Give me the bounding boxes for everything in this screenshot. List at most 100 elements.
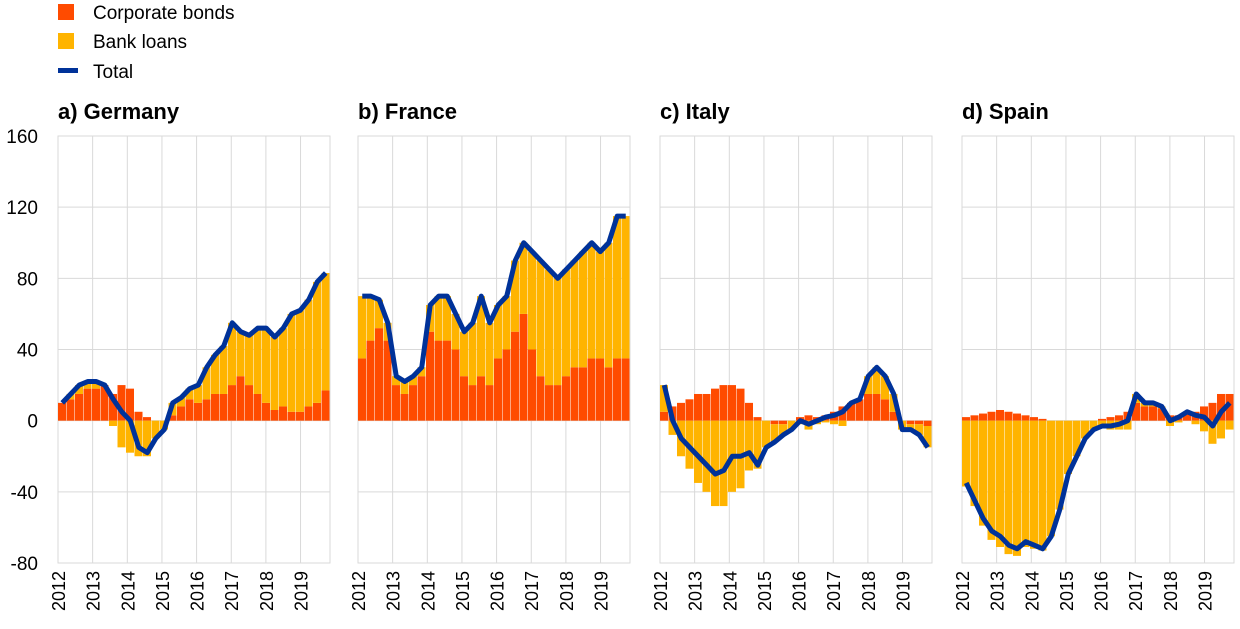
loan-bar: [211, 354, 219, 394]
bond-bar: [75, 393, 83, 421]
bond-bar: [1140, 406, 1149, 421]
loan-bar: [872, 367, 881, 394]
loan-bar: [962, 420, 970, 487]
y-tick-label: 80: [17, 269, 38, 290]
bond-bar: [434, 340, 443, 421]
loan-bar: [745, 420, 753, 471]
y-tick-label: 0: [27, 412, 38, 433]
bond-bar: [906, 420, 915, 425]
loan-bar: [434, 296, 443, 341]
loan-bar: [417, 367, 426, 377]
total-line: [362, 213, 626, 385]
bond-bar: [872, 393, 881, 421]
loan-bar: [1217, 420, 1225, 439]
bond-bar: [211, 393, 219, 421]
bond-bar: [58, 402, 66, 421]
loan-bar: [1021, 420, 1030, 547]
panel-title: a) Germany: [58, 99, 180, 124]
bond-bar: [1013, 413, 1021, 421]
bond-bar: [1157, 408, 1166, 421]
panel-title: d) Spain: [962, 99, 1049, 124]
loan-bar: [821, 420, 830, 423]
panel-0: a) Germany 2012 2013 2014 2015 2016 2017 2018 20…: [49, 99, 331, 611]
bond-bar: [304, 406, 313, 421]
bond-bar: [117, 385, 126, 421]
y-axis: 160 120 80 40 0 -40 -80: [6, 127, 38, 575]
bond-bar: [1208, 402, 1217, 421]
loan-bar: [451, 313, 460, 350]
loan-bar: [1004, 420, 1013, 555]
bond-bar: [536, 376, 545, 421]
x-tick-label: 2013: [686, 571, 706, 611]
bond-bar: [1115, 415, 1123, 421]
x-tick-label: 2016: [1092, 571, 1112, 611]
bond-bar: [1149, 406, 1157, 421]
bond-bar: [613, 358, 621, 421]
loan-bar: [1047, 420, 1055, 537]
bond-bar: [279, 406, 287, 421]
bond-bar: [426, 331, 434, 421]
loan-bar: [1064, 420, 1072, 475]
loan-bar: [604, 242, 613, 368]
panel-1: b) France 2012 2013 2014 2015 2016 2017 2018 201…: [349, 99, 631, 611]
loan-bar: [702, 420, 711, 492]
bond-bar: [677, 402, 685, 421]
bond-bar: [392, 385, 400, 421]
loan-bar: [770, 424, 779, 443]
legend-swatch-loans: [58, 33, 74, 49]
bond-bar: [519, 313, 528, 421]
bond-bar: [100, 385, 109, 421]
bond-bar: [134, 411, 143, 421]
x-tick-label: 2015: [755, 571, 775, 611]
bond-bar: [528, 349, 536, 421]
loan-bar: [996, 420, 1004, 547]
bond-bar: [236, 376, 245, 421]
x-tick-label: 2019: [894, 571, 914, 611]
loan-bar: [1081, 420, 1089, 439]
loan-bar: [443, 296, 451, 341]
loan-bar: [779, 424, 787, 435]
loan-bar: [151, 420, 160, 439]
loan-bar: [1123, 420, 1132, 430]
bond-bar: [1225, 393, 1234, 421]
loan-bar: [296, 310, 304, 412]
bond-bar: [375, 328, 383, 421]
bond-bar: [502, 349, 511, 421]
bond-bar: [313, 402, 321, 421]
loan-bar: [579, 251, 587, 368]
loan-bar: [1225, 420, 1234, 430]
x-tick-label: 2019: [1196, 571, 1216, 611]
loan-bar: [1072, 420, 1081, 457]
bond-bar: [468, 385, 477, 421]
bond-bar: [358, 358, 366, 421]
bond-bar: [889, 411, 898, 421]
bond-bar: [996, 409, 1004, 421]
loan-bar: [392, 376, 400, 386]
loan-bar: [1089, 420, 1098, 430]
loan-bar: [613, 216, 621, 359]
bond-bar: [194, 402, 202, 421]
loan-bar: [979, 420, 987, 526]
bond-bar: [915, 420, 923, 425]
x-tick-label: 2012: [953, 571, 973, 611]
bond-bar: [494, 358, 502, 421]
bond-bar: [685, 399, 694, 421]
bond-bar: [553, 385, 562, 421]
bond-bar: [1021, 415, 1030, 421]
bond-bar: [694, 393, 702, 421]
loan-bar: [400, 381, 409, 394]
bond-bar: [511, 331, 519, 421]
bond-bar: [587, 358, 596, 421]
bond-bar: [728, 385, 736, 421]
bond-bar: [477, 376, 485, 421]
bond-bar: [168, 415, 177, 421]
loan-bar: [511, 260, 519, 332]
x-tick-label: 2015: [453, 571, 473, 611]
y-tick-label: 160: [6, 127, 38, 148]
bond-bar: [185, 399, 194, 421]
loan-bar: [245, 335, 253, 386]
bond-bar: [1004, 411, 1013, 421]
loan-bar: [906, 424, 915, 430]
bond-bar: [1030, 417, 1038, 421]
bond-bar: [1106, 417, 1115, 421]
